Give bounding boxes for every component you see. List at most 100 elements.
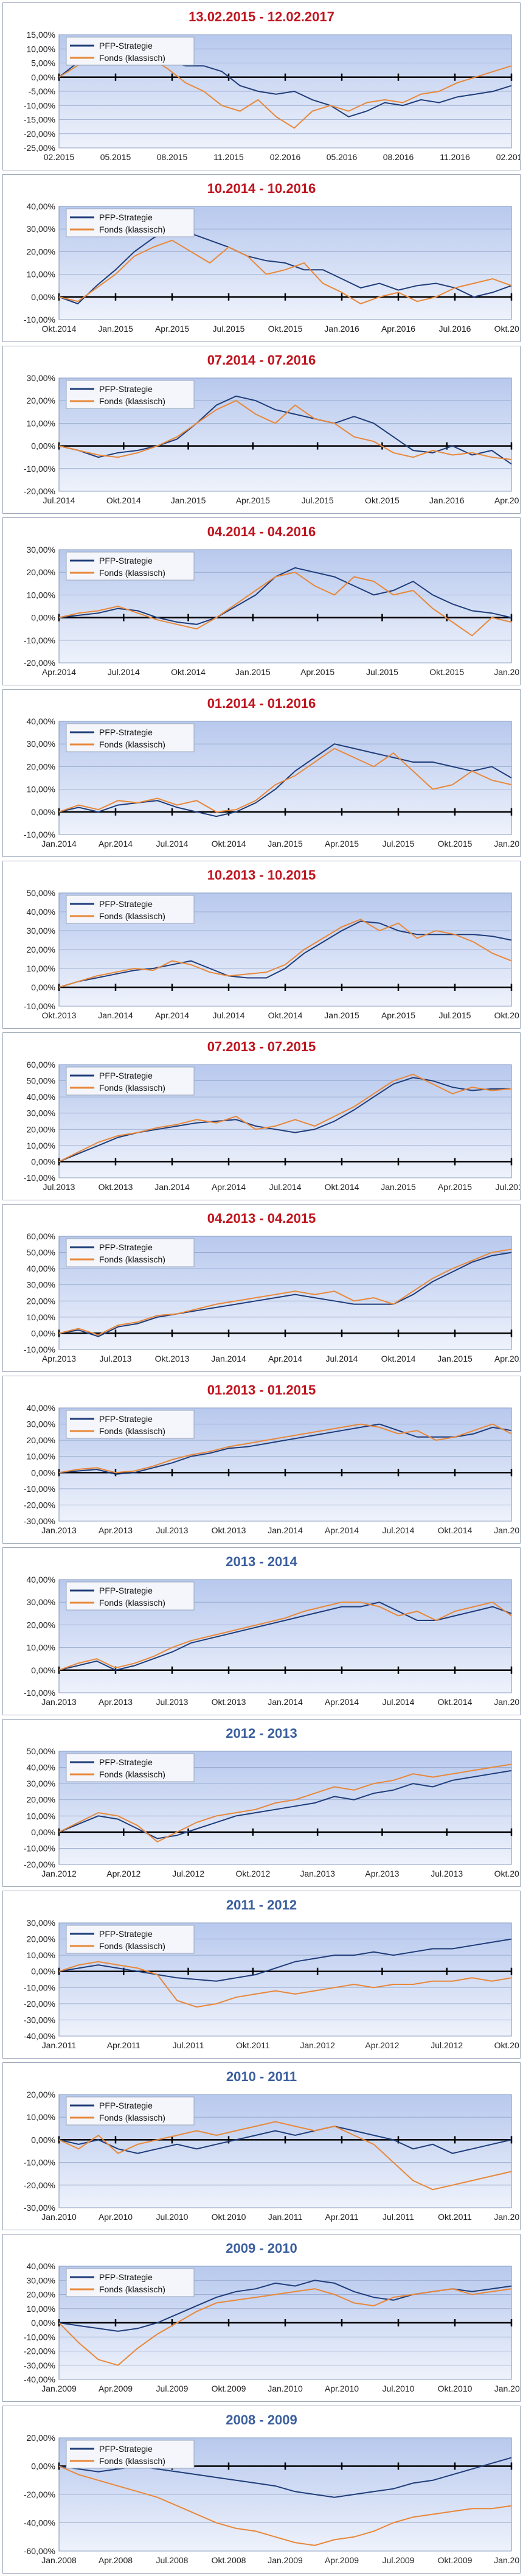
y-tick-label: -10,00% [24, 1983, 55, 1992]
chart-title: 07.2013 - 07.2015 [207, 1039, 316, 1054]
x-tick-label: Apr.2015 [494, 1354, 520, 1363]
x-tick-label: Jan.2013 [41, 1697, 77, 1707]
x-tick-label: Okt.2015 [438, 839, 473, 849]
x-tick-label: Okt.2012 [494, 2040, 520, 2050]
chart-svg: 40,00%30,00%20,00%10,00%0,00%-10,00%Jan.… [24, 716, 520, 849]
chart-panel: 2013 - 2014 40,00% 30,00% 20,00% 10,00% 0,00%… [2, 1547, 521, 1715]
x-tick-label: Apr.2011 [107, 2040, 140, 2050]
x-tick-label: Jul.2012 [172, 1869, 204, 1878]
x-tick-label: Jul.2014 [326, 1354, 358, 1363]
chart-title: 2010 - 2011 [226, 2069, 297, 2084]
x-tick-label: Apr.2016 [494, 495, 520, 505]
x-tick-label: Okt.2010 [438, 2384, 473, 2393]
x-tick-label: Jul.2015 [302, 495, 334, 505]
series-line-fund [58, 239, 512, 305]
y-tick-label: -60,00% [24, 2546, 55, 2556]
x-tick-label: Jan.2015 [235, 667, 271, 677]
legend-label: PFP-Strategie [99, 384, 153, 394]
y-tick-label: -10,00% [24, 1173, 55, 1183]
x-tick-label: Apr.2014 [99, 839, 133, 849]
legend-label: Fonds (klassisch) [99, 2456, 165, 2466]
x-tick-label: Jul.2015 [213, 324, 245, 334]
legend-label: Fonds (klassisch) [99, 1255, 165, 1264]
x-tick-label: Jul.2013 [156, 1697, 189, 1707]
x-tick-label: 11.2015 [213, 152, 244, 162]
x-tick-label: Apr.2013 [99, 1697, 133, 1707]
y-tick-label: 30,00% [27, 2275, 55, 2285]
x-tick-label: Jan.2010 [268, 2384, 303, 2393]
legend-label: Fonds (klassisch) [99, 1083, 165, 1093]
y-tick-label: 10,00% [27, 2304, 55, 2314]
x-tick-label: Apr.2015 [325, 839, 359, 849]
y-tick-label: -20,00% [24, 486, 55, 496]
y-tick-label: 10,00% [27, 785, 55, 794]
chart-title: 01.2014 - 01.2016 [207, 696, 316, 711]
x-tick-label: Jul.2011 [173, 2040, 204, 2050]
y-tick-label: -20,00% [24, 658, 55, 668]
x-tick-label: Apr.2012 [106, 1869, 140, 1878]
y-tick-label: -20,00% [24, 1500, 55, 1510]
y-tick-label: 30,00% [27, 1280, 55, 1290]
y-tick-label: 40,00% [27, 1763, 55, 1773]
x-tick-label: Jan.2015 [324, 1010, 359, 1020]
y-tick-label: 30,00% [27, 1419, 55, 1429]
y-tick-label: -10,00% [24, 1001, 55, 1011]
x-tick-label: Jan.2011 [42, 2040, 77, 2050]
chart-svg: 40,00%30,00%20,00%10,00%0,00%-10,00%Okt.… [24, 201, 520, 334]
x-tick-label: Okt.2014 [438, 1697, 473, 1707]
chart-panel: 07.2014 - 07.2016 30,00% 20,00% 10,00% 0,00%… [2, 346, 521, 514]
x-tick-label: Jan.2015 [437, 1354, 473, 1363]
y-tick-label: -40,00% [24, 2031, 55, 2041]
x-tick-label: Okt.2014 [325, 1182, 359, 1192]
y-tick-label: 60,00% [27, 1060, 55, 1069]
y-tick-label: 10,00% [27, 1141, 55, 1150]
x-tick-label: Jan.2011 [268, 2212, 303, 2222]
x-tick-label: Okt.2014 [171, 667, 206, 677]
series-line-strategy [58, 920, 512, 988]
legend-label: PFP-Strategie [99, 556, 153, 565]
x-tick-label: Okt.2008 [212, 2555, 246, 2565]
y-tick-label: 30,00% [27, 545, 55, 555]
y-tick-label: -10,00% [24, 830, 55, 839]
x-tick-label: Okt.2014 [381, 1354, 416, 1363]
legend-label: PFP-Strategie [99, 2272, 153, 2282]
legend-label: PFP-Strategie [99, 1929, 153, 1939]
y-tick-label: 40,00% [27, 1403, 55, 1413]
x-tick-label: Apr.2010 [99, 2212, 133, 2222]
x-tick-label: Jan.2016 [494, 667, 520, 677]
y-tick-label: 30,00% [27, 1108, 55, 1118]
y-tick-label: 0,00% [31, 1468, 55, 1477]
x-tick-label: Jul.2010 [383, 2384, 415, 2393]
legend-label: PFP-Strategie [99, 212, 153, 222]
series-line-fund [58, 1601, 512, 1671]
y-tick-label: -25,00% [24, 143, 55, 153]
y-tick-label: 20,00% [27, 945, 55, 954]
x-tick-label: Okt.2015 [429, 667, 464, 677]
legend-label: PFP-Strategie [99, 1242, 153, 1252]
y-tick-label: 30,00% [27, 926, 55, 936]
series-line-fund [58, 1763, 512, 1843]
x-tick-label: Jul.2011 [383, 2212, 414, 2222]
series-line-fund [58, 2121, 512, 2191]
x-tick-label: Apr.2009 [99, 2384, 133, 2393]
x-tick-label: 05.2016 [327, 152, 358, 162]
x-tick-label: Apr.2015 [236, 495, 270, 505]
y-tick-label: 0,00% [31, 1827, 55, 1837]
y-tick-label: -10,00% [24, 2158, 55, 2168]
y-tick-label: 10,00% [27, 418, 55, 428]
x-tick-label: Apr.2016 [381, 324, 415, 334]
y-tick-label: -10,00% [24, 1843, 55, 1853]
x-tick-label: Jan.2014 [211, 1354, 246, 1363]
series-line-strategy [58, 1251, 512, 1337]
y-tick-label: 10,00% [27, 590, 55, 600]
x-tick-label: Jan.2010 [494, 2555, 520, 2565]
x-tick-label: Jul.2015 [439, 1010, 471, 1020]
y-tick-label: 20,00% [27, 247, 55, 256]
y-tick-label: 20,00% [27, 1620, 55, 1629]
x-tick-label: Okt.2015 [365, 495, 400, 505]
y-tick-label: 30,00% [27, 1779, 55, 1788]
legend-label: Fonds (klassisch) [99, 1426, 165, 1436]
legend-label: PFP-Strategie [99, 2101, 153, 2110]
chart-panel: 01.2013 - 01.2015 40,00% 30,00% 20,00% 10,00… [2, 1376, 521, 1544]
